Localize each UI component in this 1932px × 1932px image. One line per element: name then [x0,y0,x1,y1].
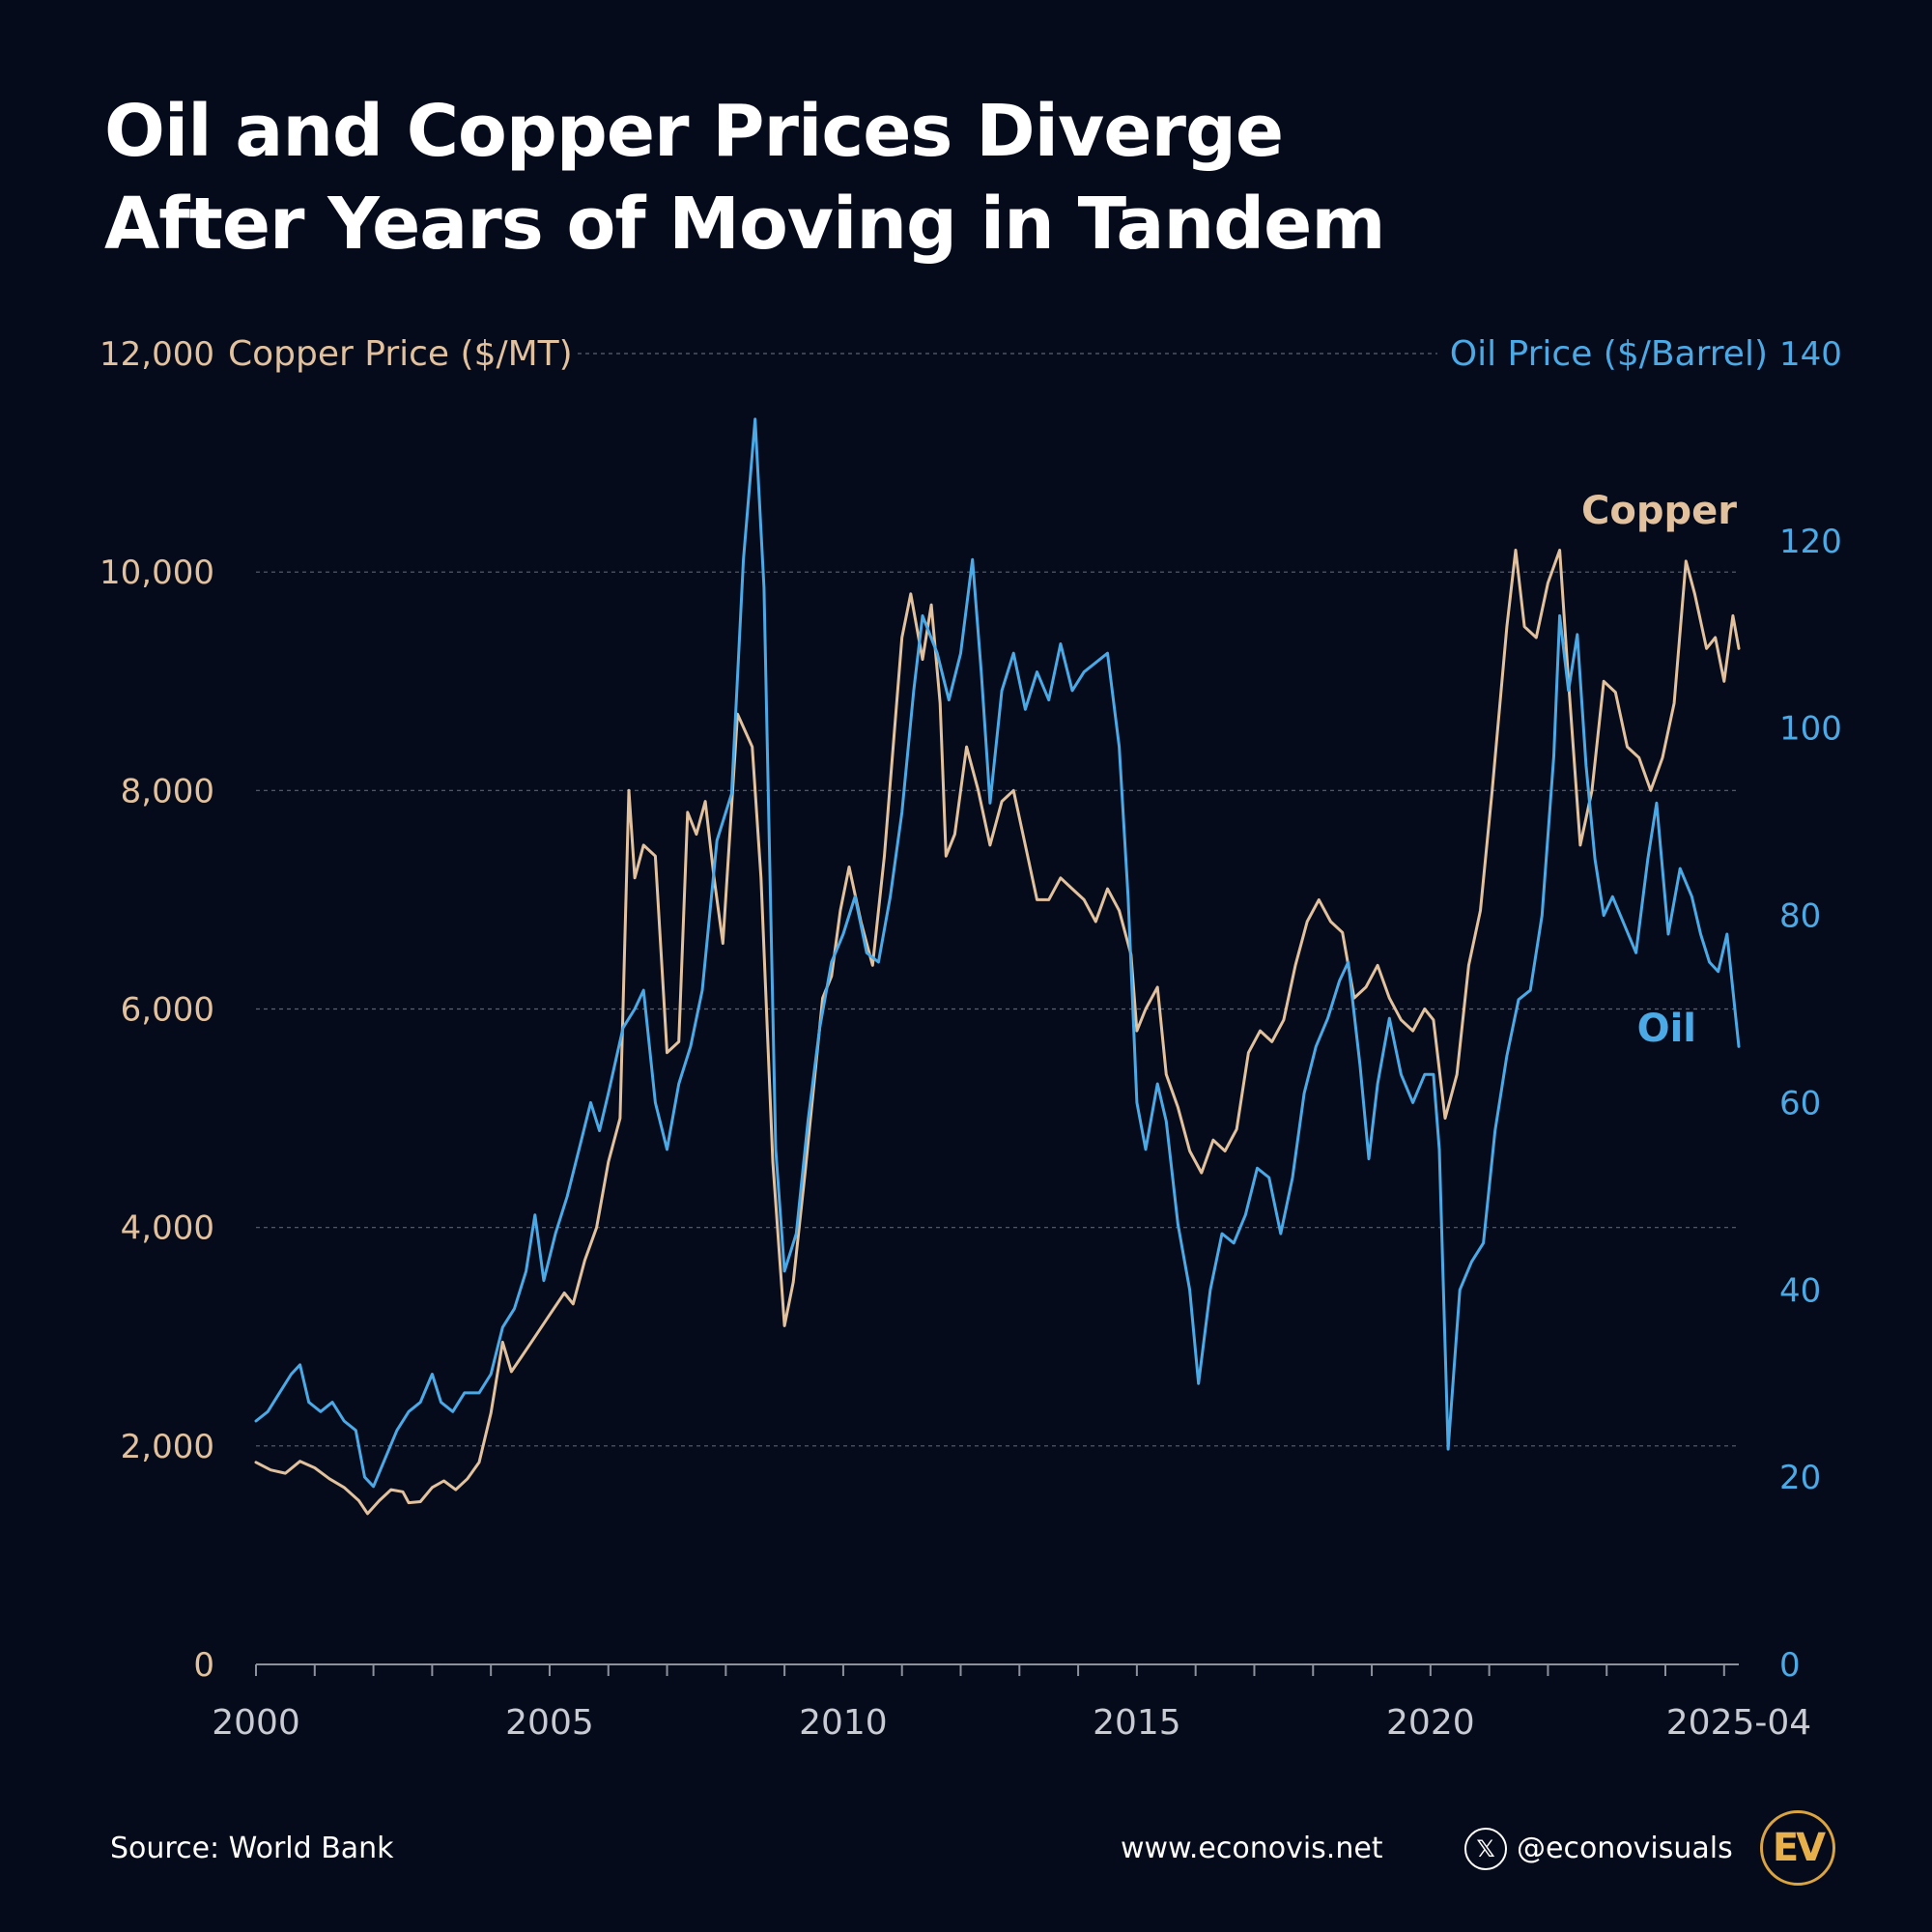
econovis-logo: EV [1760,1810,1835,1886]
grid-lines [256,353,1739,1447]
chart-title-line-2: After Years of Moving in Tandem [104,183,1385,266]
copper-tick-label-6000: 6,000 [121,991,214,1030]
copper-tick-label-2000: 2,000 [121,1428,214,1466]
copper-tick-label-4000: 4,000 [121,1209,214,1248]
x-tick-label-2005: 2005 [505,1703,594,1743]
chart-title: Oil and Copper Prices Diverge After Year… [104,85,1385,270]
copper-tick-label-0: 0 [193,1646,214,1685]
source-note: Source: World Bank [110,1832,394,1865]
series-lines [254,417,1741,1516]
copper-tick-label-8000: 8,000 [121,772,214,810]
oil-tick-label-60: 60 [1779,1084,1821,1122]
social-handle[interactable]: @econovisuals [1517,1832,1733,1865]
x-tick-label-2015: 2015 [1093,1703,1181,1743]
x-tick-label-2010: 2010 [799,1703,888,1743]
x-tick-label-2020: 2020 [1386,1703,1475,1743]
oil-tick-label-120: 120 [1779,523,1842,561]
copper-series-line [254,549,1741,1516]
oil-series-annotation: Oil [1637,1007,1696,1051]
oil-tick-label-100: 100 [1779,710,1842,749]
copper-tick-label-12000: 12,000 [99,335,214,374]
chart-title-line-1: Oil and Copper Prices Diverge [104,90,1284,173]
x-icon: 𝕏 [1464,1828,1507,1870]
x-tick-label-2000: 2000 [212,1703,300,1743]
oil-tick-label-80: 80 [1779,897,1821,936]
oil-axis-title: Oil Price ($/Barrel) [1450,334,1768,374]
copper-series-annotation: Copper [1581,489,1737,533]
oil-tick-label-140: 140 [1779,335,1842,374]
x-tick-label-2025-04: 2025-04 [1666,1703,1811,1743]
copper-tick-label-10000: 10,000 [99,554,214,592]
website-link[interactable]: www.econovis.net [1121,1832,1383,1865]
oil-tick-label-20: 20 [1779,1459,1821,1497]
oil-series-line [254,417,1741,1489]
axes [255,1663,1739,1676]
oil-tick-label-40: 40 [1779,1271,1821,1310]
oil-tick-label-0: 0 [1779,1646,1801,1685]
copper-axis-title: Copper Price ($/MT) [228,334,573,374]
axis-labels: 0 2,000 4,000 6,000 8,000 10,000 12,000 0 20 40 60… [99,334,1842,1743]
